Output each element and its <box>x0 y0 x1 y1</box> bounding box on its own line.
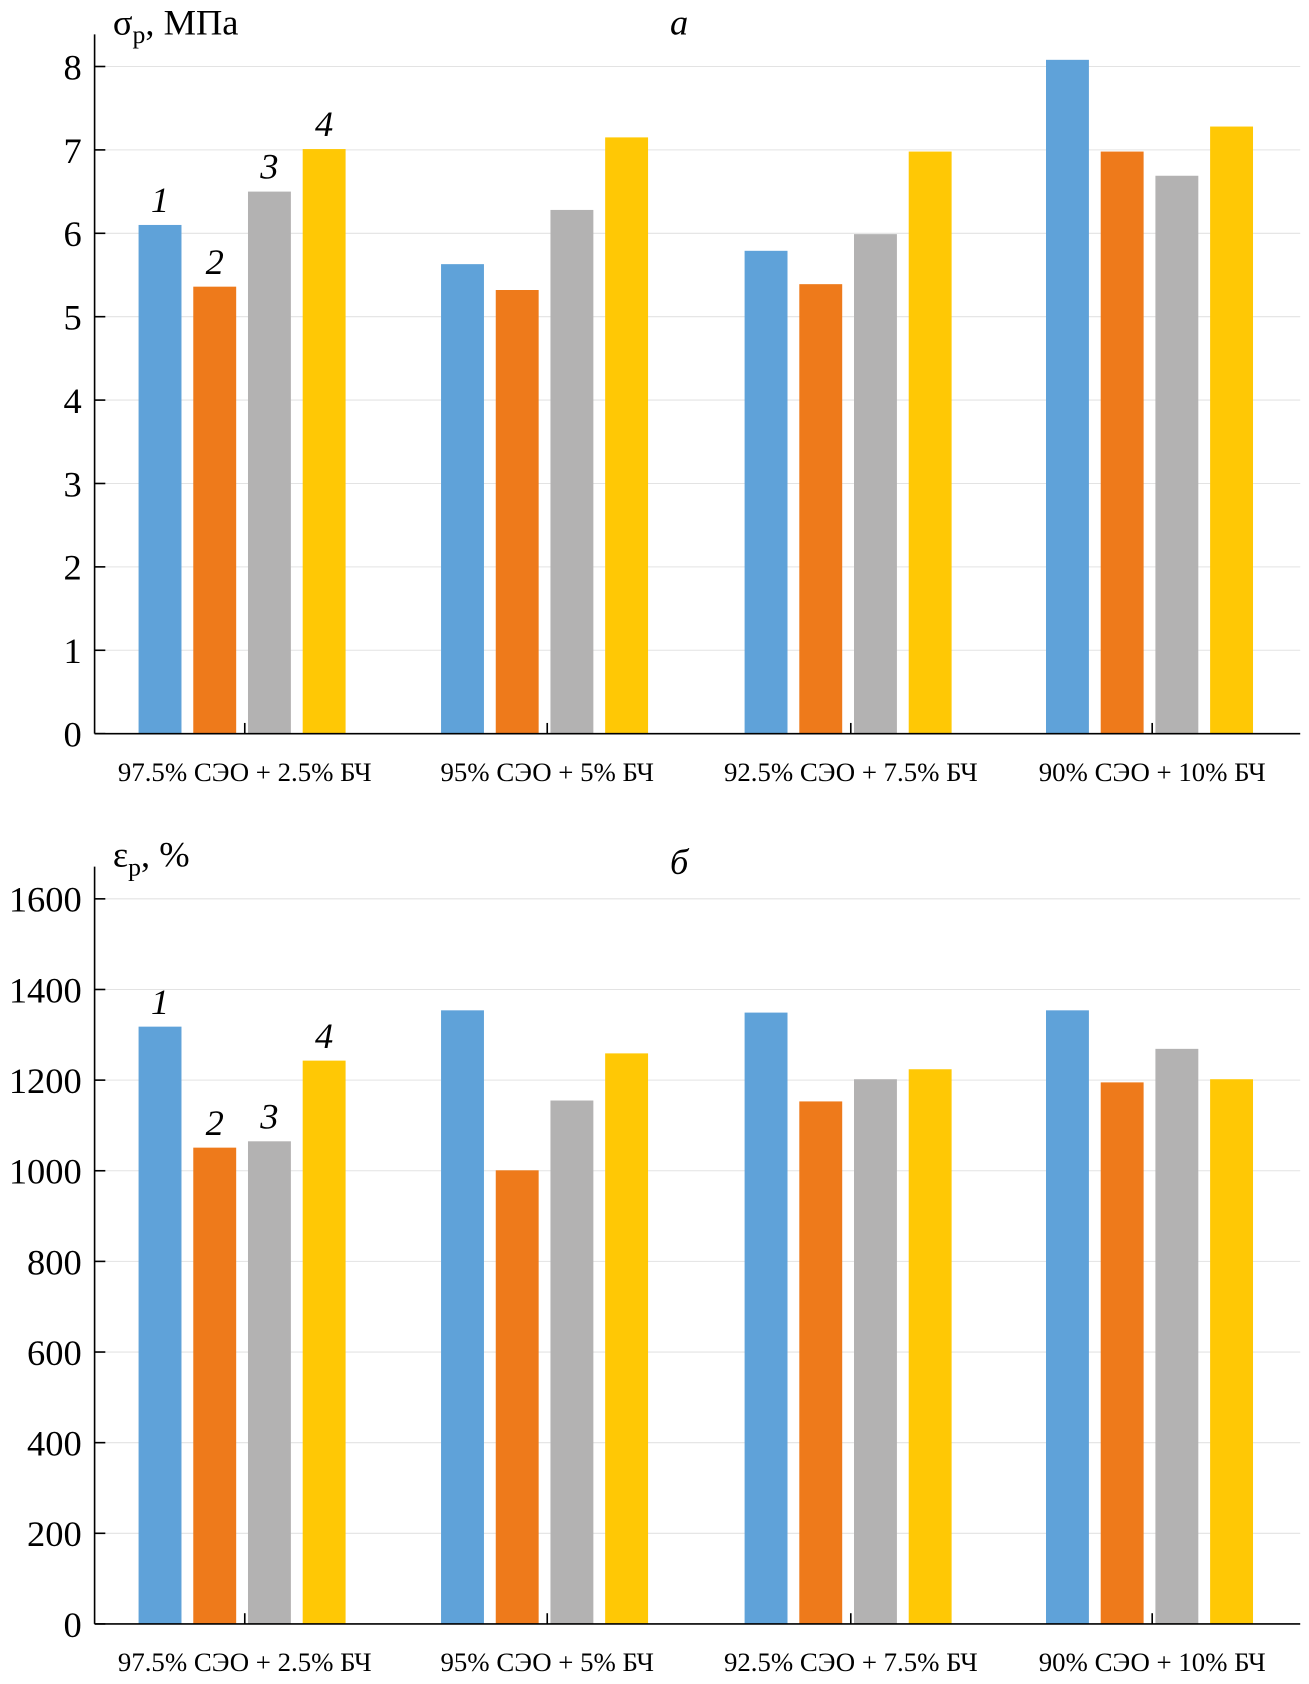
y-label-symbol: σ <box>113 2 133 42</box>
bar-series-1-4 <box>1046 59 1089 734</box>
y-tick-label: 1 <box>63 631 81 671</box>
bar-series-3-2 <box>550 1100 594 1624</box>
bar-series-2-1 <box>193 286 237 734</box>
y-label-symbol: ε <box>113 835 128 875</box>
x-tick-label: 95% СЭО + 5% БЧ <box>441 757 654 787</box>
y-tick-label: 8 <box>63 47 81 87</box>
y-tick-label: 1000 <box>9 1152 82 1192</box>
bar-series-4-3 <box>908 1069 952 1624</box>
series-label: 3 <box>259 147 278 187</box>
y-tick-label: 1600 <box>9 880 82 920</box>
bar-series-3-4 <box>1155 1048 1199 1624</box>
bar-series-4-4 <box>1210 1079 1254 1624</box>
bar-series-4-2 <box>605 1053 649 1624</box>
series-label: 2 <box>206 1103 224 1143</box>
y-label-subscript: р <box>132 20 145 49</box>
y-label-unit: , МПа <box>145 2 238 42</box>
bar-series-4-3 <box>908 151 952 734</box>
x-tick-label: 90% СЭО + 10% БЧ <box>1039 757 1266 787</box>
y-tick-label: 1400 <box>9 970 82 1010</box>
y-tick-label: 600 <box>27 1333 82 1373</box>
bar-series-3-1 <box>247 191 291 734</box>
series-label: 1 <box>151 982 169 1022</box>
bar-series-3-1 <box>247 1141 291 1624</box>
series-label: 3 <box>259 1096 278 1136</box>
bar-series-4-1 <box>302 1060 346 1624</box>
bar-series-3-3 <box>854 234 897 734</box>
bar-series-4-1 <box>302 149 346 734</box>
x-tick-label: 97.5% СЭО + 2.5% БЧ <box>118 757 372 787</box>
x-tick-label: 97.5% СЭО + 2.5% БЧ <box>118 1647 372 1677</box>
bar-series-1-2 <box>441 264 484 734</box>
bar-series-3-4 <box>1155 175 1199 734</box>
y-tick-label: 7 <box>63 131 81 171</box>
y-axis-label: εр, % <box>113 835 190 882</box>
y-tick-label: 6 <box>63 214 81 254</box>
panel-label: б <box>670 842 690 882</box>
bar-series-2-3 <box>799 284 843 734</box>
bar-series-3-3 <box>854 1079 897 1624</box>
chart-panel-2: 0 200 400 600 800 1000 1200 1400 1600 1 2 34 97.5% С… <box>9 835 1301 1677</box>
bar-series-1-2 <box>441 1010 484 1624</box>
panel-label: а <box>670 2 688 42</box>
x-tick-label: 92.5% СЭО + 7.5% БЧ <box>724 1647 978 1677</box>
bar-series-1-3 <box>744 250 788 734</box>
x-tick-label: 95% СЭО + 5% БЧ <box>441 1647 654 1677</box>
bar-series-4-2 <box>605 137 649 734</box>
y-label-subscript: р <box>128 852 141 881</box>
series-label: 4 <box>315 1016 333 1056</box>
bar-series-4-4 <box>1210 126 1254 734</box>
series-label: 2 <box>206 242 224 282</box>
y-tick-label: 0 <box>63 715 81 755</box>
series-label: 4 <box>315 104 333 144</box>
bar-series-2-3 <box>799 1101 843 1624</box>
y-tick-label: 0 <box>63 1605 81 1645</box>
y-label-unit: , % <box>141 835 190 875</box>
y-tick-label: 1200 <box>9 1061 82 1101</box>
y-axis-label: σр, МПа <box>113 2 239 49</box>
y-tick-label: 4 <box>63 381 81 421</box>
x-tick-label: 92.5% СЭО + 7.5% БЧ <box>724 757 978 787</box>
y-tick-label: 3 <box>63 464 81 504</box>
x-tick-label: 90% СЭО + 10% БЧ <box>1039 1647 1266 1677</box>
y-tick-label: 400 <box>27 1424 82 1464</box>
bar-series-2-1 <box>193 1147 237 1624</box>
bar-series-1-4 <box>1046 1010 1089 1624</box>
y-tick-label: 5 <box>63 298 81 338</box>
series-label: 1 <box>151 180 169 220</box>
bar-series-2-4 <box>1100 1082 1144 1624</box>
bar-series-1-3 <box>744 1012 788 1624</box>
y-tick-label: 2 <box>63 548 81 588</box>
y-tick-label: 800 <box>27 1242 82 1282</box>
bar-series-2-2 <box>495 290 539 734</box>
bar-series-2-2 <box>495 1170 539 1624</box>
y-tick-label: 200 <box>27 1514 82 1554</box>
bar-series-3-2 <box>550 209 594 734</box>
bar-series-1-1 <box>138 1026 182 1624</box>
bar-series-2-4 <box>1100 151 1144 734</box>
bar-series-1-1 <box>138 224 182 734</box>
